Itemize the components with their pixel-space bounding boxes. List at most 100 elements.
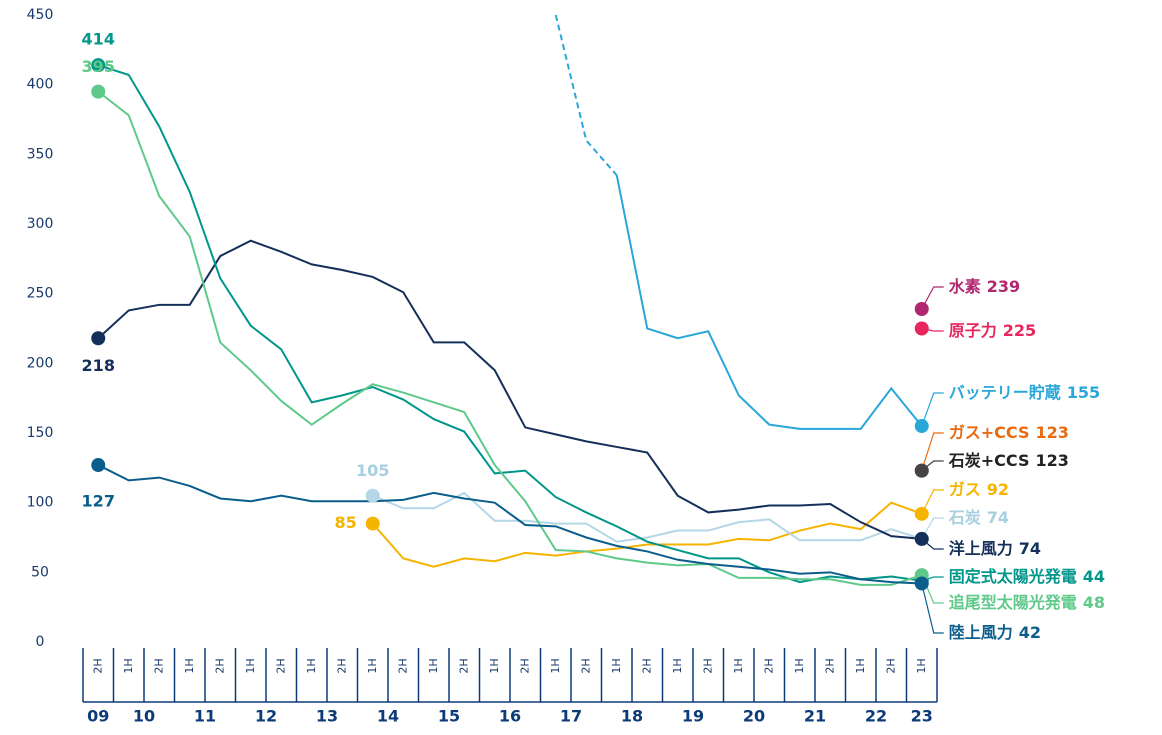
value-label: 92 — [987, 480, 1009, 499]
end-label: 追尾型太陽光発電 48 — [949, 593, 1105, 612]
x-tick-label: 1H — [427, 658, 440, 673]
x-tick-label: 2H — [518, 658, 531, 673]
end-label: ガス+CCS 123 — [949, 423, 1069, 442]
end-label: 石炭+CCS 123 — [948, 451, 1069, 470]
y-tick-label: 200 — [27, 355, 54, 371]
x-tick-label: 2H — [457, 658, 470, 673]
data-label: 218 — [82, 356, 115, 375]
projected-line — [554, 14, 618, 176]
value-label: 239 — [987, 277, 1020, 296]
y-tick-label: 450 — [27, 7, 54, 23]
value-label: 74 — [987, 508, 1009, 527]
year-label: 20 — [743, 707, 765, 726]
value-label: 42 — [1019, 623, 1041, 642]
series-name: ガス — [949, 480, 981, 499]
year-label: 22 — [865, 707, 887, 726]
series-name: バッテリー貯蔵 — [949, 383, 1061, 402]
end-label: バッテリー貯蔵 155 — [949, 383, 1100, 402]
end-label: 陸上風力 42 — [949, 623, 1041, 642]
year-label: 18 — [621, 707, 643, 726]
leader-line — [921, 583, 944, 634]
line — [97, 239, 922, 540]
end-label: 洋上風力 74 — [949, 539, 1041, 558]
series-name: 水素 — [949, 277, 981, 296]
marker — [91, 58, 106, 73]
marker — [914, 506, 929, 521]
value-label: 74 — [1019, 539, 1041, 558]
marker — [914, 419, 929, 434]
x-tick-label: 1H — [549, 658, 562, 673]
value-label: 155 — [1067, 383, 1100, 402]
leader-line — [921, 489, 944, 515]
x-tick-label: 2H — [213, 658, 226, 673]
x-tick-label: 1H — [244, 658, 257, 673]
value-label: 44 — [1083, 567, 1105, 586]
line — [97, 64, 922, 584]
end-label: ガス 92 — [949, 480, 1009, 499]
year-label: 17 — [560, 707, 582, 726]
series-name: 石炭+CCS — [948, 451, 1030, 470]
year-label: 21 — [804, 707, 826, 726]
line — [97, 464, 922, 585]
year-label: 16 — [499, 707, 521, 726]
marker — [91, 331, 106, 346]
series-name: 洋上風力 — [949, 539, 1013, 558]
x-tick-label: 1H — [488, 658, 501, 673]
x-tick-label: 1H — [854, 658, 867, 673]
year-label: 23 — [911, 707, 933, 726]
x-tick-label: 2H — [152, 658, 165, 673]
marker — [914, 531, 929, 546]
x-tick-label: 2H — [91, 658, 104, 673]
x-tick-label: 2H — [701, 658, 714, 673]
line — [615, 175, 923, 430]
marker — [914, 576, 929, 591]
series-name: 石炭 — [948, 508, 981, 527]
end-label: 原子力 225 — [949, 321, 1036, 340]
marker — [91, 84, 106, 99]
value-label: 123 — [1035, 423, 1068, 442]
year-label: 09 — [87, 707, 109, 726]
y-tick-label: 100 — [27, 495, 54, 511]
line — [372, 491, 923, 543]
end-label: 水素 239 — [949, 277, 1020, 296]
end-label: 石炭 74 — [948, 508, 1009, 527]
marker — [91, 458, 106, 473]
value-label: 123 — [1035, 451, 1068, 470]
leader-line — [921, 517, 944, 540]
series-name: 追尾型太陽光発電 — [949, 593, 1077, 612]
year-label: 12 — [255, 707, 277, 726]
value-label: 225 — [1003, 321, 1036, 340]
series-name: 原子力 — [949, 321, 997, 340]
year-label: 11 — [194, 707, 216, 726]
data-label: 414 — [82, 30, 115, 49]
x-tick-label: 1H — [366, 658, 379, 673]
year-label: 19 — [682, 707, 704, 726]
marker — [365, 516, 380, 531]
marker — [914, 321, 929, 336]
x-tick-label: 1H — [122, 658, 135, 673]
series-name: 陸上風力 — [949, 623, 1013, 642]
x-tick-label: 2H — [335, 658, 348, 673]
data-label: 105 — [356, 461, 389, 480]
x-tick-label: 2H — [579, 658, 592, 673]
x-tick-label: 2H — [884, 658, 897, 673]
x-tick-label: 1H — [793, 658, 806, 673]
year-label: 13 — [316, 707, 338, 726]
y-tick-label: 0 — [36, 634, 45, 650]
line — [97, 90, 923, 586]
x-tick-label: 1H — [915, 658, 928, 673]
data-label: 127 — [82, 492, 115, 511]
leader-line — [921, 432, 944, 471]
x-tick-label: 1H — [610, 658, 623, 673]
x-tick-label: 1H — [732, 658, 745, 673]
x-tick-label: 1H — [183, 658, 196, 673]
x-tick-label: 2H — [762, 658, 775, 673]
year-label: 14 — [377, 707, 399, 726]
y-tick-label: 300 — [27, 216, 54, 232]
y-tick-label: 50 — [31, 564, 49, 580]
value-label: 48 — [1083, 593, 1105, 612]
x-tick-label: 2H — [640, 658, 653, 673]
line — [371, 501, 923, 568]
y-tick-label: 150 — [27, 425, 54, 441]
